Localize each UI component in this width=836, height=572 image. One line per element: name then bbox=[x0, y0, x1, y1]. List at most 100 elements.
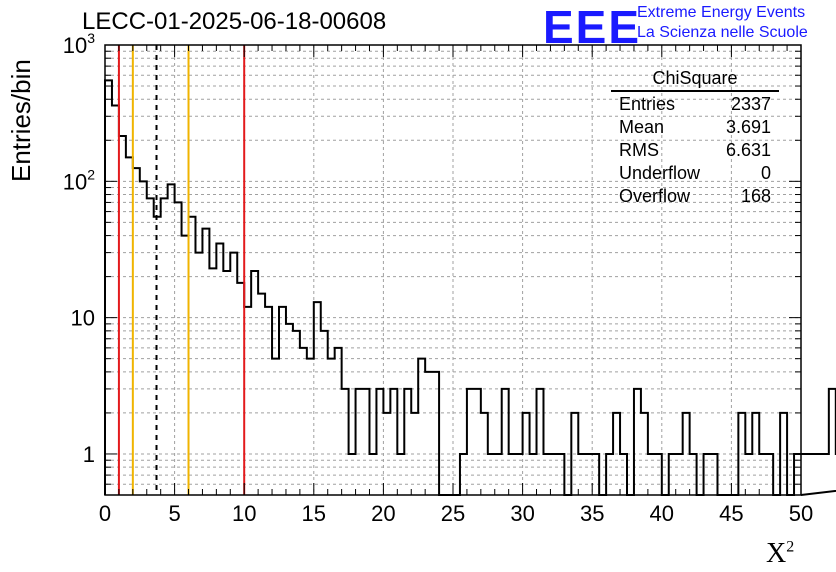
histogram-bin bbox=[822, 454, 829, 495]
histogram-bin bbox=[495, 454, 502, 495]
y-axis-label: Entries/bin bbox=[6, 59, 36, 182]
stats-label: Underflow bbox=[619, 163, 701, 183]
histogram-bin bbox=[780, 413, 787, 495]
histogram-bin bbox=[418, 359, 425, 495]
histogram-bin bbox=[634, 389, 641, 495]
x-axis-label: X2 bbox=[766, 538, 794, 570]
stats-value: 0 bbox=[760, 163, 771, 183]
stats-row: RMS 6.631 bbox=[611, 140, 779, 163]
y-tick-label: 103 bbox=[63, 30, 95, 58]
histogram-bin bbox=[119, 136, 126, 495]
histogram-bin bbox=[704, 454, 711, 495]
histogram-bin bbox=[578, 454, 585, 495]
histogram-bin bbox=[363, 389, 370, 495]
histogram-bin bbox=[286, 324, 293, 495]
histogram-bin bbox=[397, 454, 404, 495]
histogram-bin bbox=[147, 198, 154, 495]
histogram-bin bbox=[690, 454, 697, 495]
y-tick-label: 1 bbox=[83, 442, 95, 467]
x-tick-label: 15 bbox=[302, 501, 326, 526]
histogram-bin bbox=[189, 217, 196, 495]
histogram-bin bbox=[613, 413, 620, 495]
histogram-bin bbox=[543, 454, 550, 495]
x-axis-label-sup: 2 bbox=[786, 538, 795, 556]
stats-label: Mean bbox=[619, 117, 665, 137]
histogram-bin bbox=[641, 413, 648, 495]
histogram-bin bbox=[258, 294, 265, 495]
stats-row: Mean 3.691 bbox=[611, 117, 779, 140]
histogram-bin bbox=[404, 389, 411, 495]
grid bbox=[105, 45, 801, 495]
x-tick-label: 35 bbox=[580, 501, 604, 526]
histogram-bin bbox=[182, 236, 189, 495]
x-tick-label: 0 bbox=[99, 501, 111, 526]
histogram-bin bbox=[460, 454, 467, 495]
histogram-bin bbox=[738, 413, 745, 495]
y-axis: 1 10 102 103 bbox=[63, 30, 801, 485]
histogram-bin bbox=[530, 454, 537, 495]
histogram-bin bbox=[481, 413, 488, 495]
histogram-bin bbox=[390, 389, 397, 495]
stats-label: Overflow bbox=[619, 186, 691, 206]
histogram-bin bbox=[369, 454, 376, 495]
histogram-bin bbox=[244, 307, 251, 495]
histogram-bin bbox=[265, 307, 272, 495]
histogram-bin bbox=[606, 454, 613, 495]
stats-row: Entries 2337 bbox=[611, 94, 779, 117]
histogram-bin bbox=[557, 454, 564, 495]
stats-label: RMS bbox=[619, 140, 659, 160]
histogram-bin bbox=[655, 454, 662, 495]
stats-value: 168 bbox=[740, 186, 771, 206]
histogram-bin bbox=[161, 198, 168, 495]
histogram-bin bbox=[425, 372, 432, 495]
histogram-outline bbox=[104, 79, 836, 496]
histogram-bin bbox=[516, 454, 523, 495]
x-tick-label: 25 bbox=[441, 501, 465, 526]
histogram-bin bbox=[683, 413, 690, 495]
histogram-bin bbox=[411, 413, 418, 495]
logo-line-2: La Scienza nelle Scuole bbox=[637, 24, 808, 41]
histogram-bin bbox=[133, 168, 140, 495]
histogram-bin bbox=[648, 454, 655, 495]
histogram-bin bbox=[467, 389, 474, 495]
histogram-bin bbox=[335, 348, 342, 495]
histogram-bin bbox=[592, 454, 599, 495]
histogram-bin bbox=[216, 243, 223, 495]
x-tick-label: 30 bbox=[510, 501, 534, 526]
histogram-bin bbox=[808, 454, 815, 495]
histogram-bin bbox=[829, 389, 836, 495]
x-tick-label: 50 bbox=[789, 501, 813, 526]
histogram-bin bbox=[230, 253, 237, 495]
histogram-bin bbox=[571, 413, 578, 495]
histogram-bin bbox=[620, 454, 627, 495]
histogram-bin bbox=[509, 454, 516, 495]
histogram-bin bbox=[321, 331, 328, 495]
x-tick-label: 20 bbox=[371, 501, 395, 526]
histogram-bin bbox=[432, 372, 439, 495]
histogram-bin bbox=[766, 454, 773, 495]
histogram-bin bbox=[585, 454, 592, 495]
histogram-bin bbox=[300, 348, 307, 495]
histogram-bin bbox=[752, 413, 759, 495]
histogram-bin bbox=[488, 454, 495, 495]
histogram-bin bbox=[669, 454, 676, 495]
histogram-bin bbox=[711, 454, 718, 495]
stats-value: 2337 bbox=[730, 94, 771, 114]
histogram-bin bbox=[307, 359, 314, 495]
histogram-bin bbox=[293, 331, 300, 495]
histogram-bin bbox=[195, 253, 202, 495]
histogram-bin bbox=[202, 229, 209, 495]
histogram-bin bbox=[502, 389, 509, 495]
histogram-bin bbox=[815, 454, 822, 495]
histogram-bin bbox=[801, 454, 808, 495]
stats-value: 3.691 bbox=[725, 117, 771, 137]
x-tick-label: 40 bbox=[650, 501, 674, 526]
x-tick-label: 5 bbox=[168, 501, 180, 526]
run-title: LECC-01-2025-06-18-00608 bbox=[82, 8, 387, 35]
histogram-bin bbox=[349, 454, 356, 495]
y-tick-label: 102 bbox=[63, 166, 95, 194]
histogram-bin bbox=[342, 389, 349, 495]
histogram-bin bbox=[209, 268, 216, 495]
histogram-bin bbox=[126, 157, 133, 495]
